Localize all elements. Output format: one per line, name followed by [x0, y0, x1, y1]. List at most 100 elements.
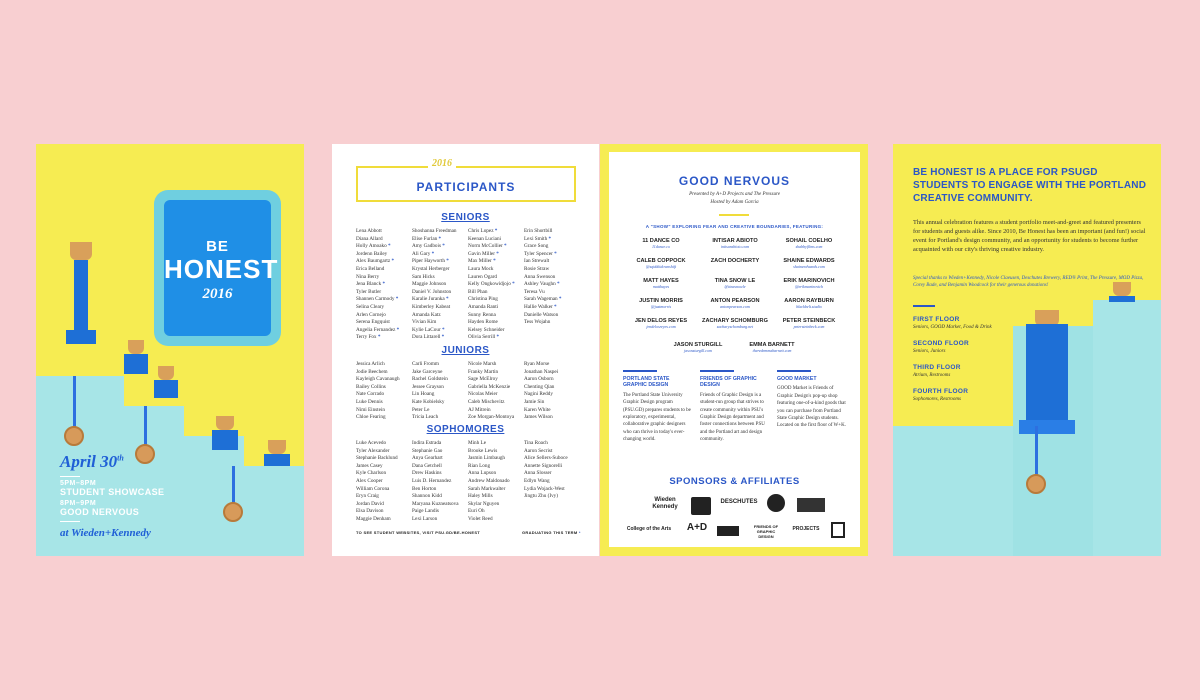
medal-icon [223, 502, 243, 522]
participant-name: Elise Furlan * [412, 235, 442, 242]
participant-name: Jingtu Zhu (Ivy) [524, 493, 559, 500]
presenter-name: JASON STURGILL [673, 342, 723, 348]
participant-name: Rian Long [468, 462, 491, 469]
participant-name: Jodie Beechem [356, 368, 388, 375]
floor-desc: Seniors, GOOD Market, Food & Drink [913, 325, 992, 330]
participant-name: Jasmin Limbaugh [468, 455, 506, 462]
time-2: 8PM–9PM [60, 500, 97, 507]
sponsors-heading: SPONSORS & AFFILIATES [669, 476, 800, 487]
participant-name: Serena Engquist [356, 319, 390, 326]
presenter: SOHAIL COELHO shabbyfilms.com [767, 238, 851, 249]
participant-name: Jamie Sin [524, 398, 545, 405]
participant-name: Jessee Grayson [412, 383, 444, 390]
participant-name: Nate Corrado [356, 391, 385, 398]
participant-name: Chenting Qian [524, 383, 555, 390]
participant-name: Stephanie Backlund [356, 455, 398, 462]
floor-item: FIRST FLOOR Seniors, GOOD Market, Food & … [913, 316, 992, 330]
participant-name: Shoshanna Freedman [412, 228, 457, 234]
presenter-url: petersteinbeck.com [793, 324, 825, 329]
floor-item: SECOND FLOOR Seniors, Juniors [913, 340, 969, 354]
participant-name: Alex Baumgartz * [356, 258, 395, 265]
time-1: 5PM–8PM [60, 480, 97, 487]
graduating-note: GRADUATING THIS TERM * [522, 530, 581, 535]
sophomores-col-1: Luke Acevedo Tyler Alexander Stephanie Bac… [356, 440, 398, 524]
medal-icon [135, 444, 155, 464]
participant-name: Selina Cleary [356, 303, 385, 310]
sophomores-col-3: Minh Le Brooke Lewis Jasmin Limbaugh Rian L… [468, 440, 510, 524]
divider [719, 214, 749, 216]
participant-name: Kyle Charlson [356, 470, 387, 477]
participant-name: Anya Gearhart [412, 455, 443, 462]
cover-year: 2016 [202, 286, 233, 302]
participant-name: Angelia Fernandez * [356, 326, 400, 333]
participant-name: Sam Hicks [412, 273, 435, 280]
participant-name: Karen White [524, 406, 551, 413]
participant-name: Bill Phan [468, 288, 488, 295]
participant-name: Aaron Secrist [524, 447, 553, 454]
participant-name: Terry Fox * [356, 334, 381, 341]
good-nervous-page: GOOD NERVOUS Presented by A+D Projects a… [609, 152, 860, 547]
back-thanks: Special thanks to Wieden+Kennedy, Nicole… [913, 276, 1144, 288]
pedestal [244, 466, 304, 556]
participant-name: Ryan Morse [524, 361, 550, 367]
participant-name: Indira Estrada [412, 440, 442, 446]
floor-desc: Sophomores, Restrooms [913, 397, 961, 402]
juniors-col-1: Jessica Arlich Jodie Beechem Kayleigh Cava… [356, 361, 400, 422]
participant-name: Dana Getchell [412, 462, 442, 469]
presenter-name: CALEB COPPOCK [636, 258, 686, 264]
logo-good-icon [831, 522, 845, 538]
participant-name: Luis D. Hernandez [412, 477, 452, 484]
presenter-url: shaineedwards.com [793, 264, 825, 269]
participant-name: Kelsey Schneider [468, 326, 505, 333]
participant-name: Krystal Herberger [412, 265, 450, 272]
participant-name: Annette Signorelli [524, 462, 563, 469]
org-heading: PORTLAND STATE GRAPHIC DESIGN [623, 376, 670, 389]
presenter-name: 11 DANCE CO [642, 238, 680, 244]
logo-college-of-arts: College of the Arts [626, 526, 672, 532]
participant-name: Luke Dennis [356, 398, 383, 405]
presenter: EMMA BARNETT theredemmabarnett.com [730, 342, 814, 353]
presenter-url: @tinasnowle [724, 284, 746, 289]
participant-name: James Wilson [524, 414, 553, 421]
participant-name: Danielle Watson [524, 311, 559, 318]
participant-name: Ian Strewalt [524, 258, 550, 265]
event-1: STUDENT SHOWCASE [60, 487, 165, 497]
participant-name: Jake Garceyne [412, 368, 443, 375]
logo-a-d: A+D [686, 522, 708, 533]
seniors-col-3: Chris Lopez * Keenan Luciani Norm McCollie… [468, 228, 515, 342]
participant-name: Tyler Spencer * [524, 250, 557, 257]
participant-name: Dora Littarell * [412, 334, 445, 341]
floor-name: THIRD FLOOR [913, 364, 961, 371]
participant-name: Lauren Ogard [468, 273, 497, 280]
org-block: FRIENDS OF GRAPHIC DESIGN Friends of Grap… [700, 370, 770, 444]
sign-frame: BE HONEST 2016 [154, 190, 281, 346]
presented-by: Presented by A+D Projects and The Pressu… [689, 192, 780, 197]
participant-name: AJ Mitrein [468, 406, 491, 413]
participant-name: Alice Sellers-Suboce [524, 455, 568, 462]
participant-name: Vivian Kim [412, 319, 437, 326]
presenter-name: ANTON PEARSON [710, 298, 760, 304]
logo-box-icon [717, 526, 739, 536]
participant-name: Holly Amoako * [356, 243, 391, 250]
presenter-url: zacharyschomburg.net [716, 324, 754, 329]
pedestal [124, 406, 184, 556]
participant-name: Maryana Kuzneatsova [412, 500, 459, 507]
participant-name: Edlyn Wang [524, 477, 550, 484]
floor-name: FOURTH FLOOR [913, 388, 969, 395]
participant-name: Nagini Reddy [524, 391, 553, 398]
participant-name: Kimberley Kabeat [412, 303, 451, 310]
participant-name: Sarah Markwalter [468, 485, 506, 492]
org-body: The Portland State University Graphic De… [623, 392, 691, 443]
participant-name: Rosie Straw [524, 265, 550, 272]
participant-name: Amy Gadbois * [412, 243, 445, 250]
juniors-col-4: Ryan Morse Jonathan Naspei Aaron Osborn Che… [524, 361, 558, 422]
participant-name: Lena Abbott [356, 228, 382, 234]
seniors-col-4: Erin Shortbill Lexi Smith * Grace Song Tyle… [524, 228, 562, 327]
medal-icon [1026, 474, 1046, 494]
hosted-by: Hosted by Adam Garcia [710, 200, 759, 205]
participant-name: Carli Fromm [412, 361, 439, 367]
presenter: AARON RAYBURN blackbelt.studio [767, 298, 851, 309]
participant-name: Maggie Denham [356, 515, 391, 522]
logo-deschutes: DESCHUTES [720, 499, 758, 505]
good-nervous-title: GOOD NERVOUS [678, 174, 791, 188]
